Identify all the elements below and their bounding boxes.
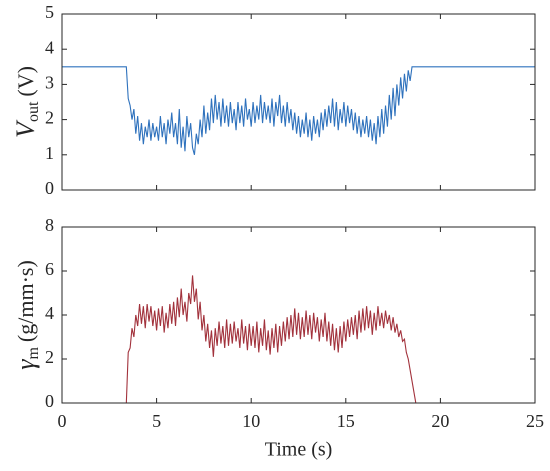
y-label-subscript: out [25, 101, 42, 122]
y-tick-label: 2 [45, 347, 54, 367]
y-tick-label: 0 [45, 178, 54, 198]
axes-box [61, 226, 536, 404]
x-axis-label: Time (s) [265, 439, 333, 461]
data-line [62, 66, 535, 155]
y-tick-label: 4 [45, 303, 54, 323]
y-axis-label: γm (g/mm·s) [11, 260, 42, 370]
y-tick-label: 3 [45, 73, 54, 93]
y-tick-label: 8 [45, 215, 54, 235]
y-label-subscript: m [25, 347, 42, 360]
x-tick-label: 10 [242, 411, 260, 431]
y-tick-label: 1 [45, 143, 54, 163]
x-tick-label: 20 [431, 411, 449, 431]
y-label-symbol: γ [11, 359, 40, 370]
x-tick-label: 25 [526, 411, 544, 431]
y-label-unit: (V) [13, 66, 38, 97]
y-tick-label: 2 [45, 108, 54, 128]
y-tick-label: 6 [45, 259, 54, 279]
data-line [62, 275, 535, 404]
x-tick-label: 15 [337, 411, 355, 431]
y-tick-label: 5 [45, 2, 54, 22]
y-tick-label: 0 [45, 391, 54, 411]
y-label-unit: (g/mm·s) [13, 260, 38, 342]
x-tick-label: 0 [58, 411, 67, 431]
y-axis-label: Vout (V) [11, 66, 42, 138]
x-tick-label: 5 [152, 411, 161, 431]
y-tick-label: 4 [45, 37, 54, 57]
axes-box [61, 13, 536, 191]
y-label-symbol: V [11, 119, 40, 138]
